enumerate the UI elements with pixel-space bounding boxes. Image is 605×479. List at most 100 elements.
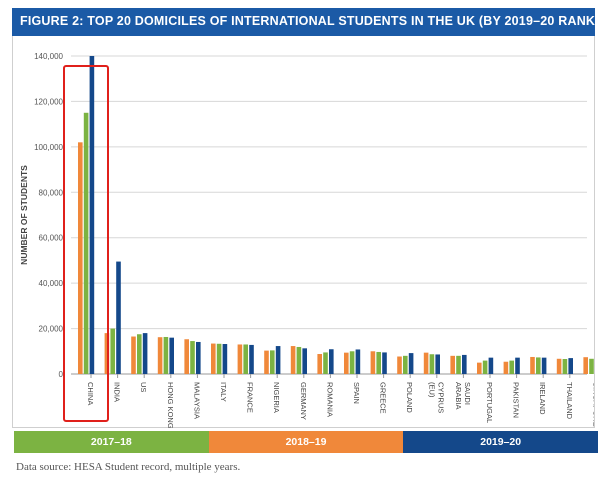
x-tick-label-group: GERMANY [299, 382, 308, 420]
x-tick-label-group: HONG KONG [166, 382, 175, 428]
y-tick-label: 140,000 [34, 52, 63, 61]
bar [370, 351, 376, 374]
x-tick-label-group: CHINA [86, 382, 95, 405]
x-tick-label-group: PAKISTAN [512, 382, 521, 418]
bar [329, 349, 334, 374]
bar [323, 352, 328, 374]
x-tick-label-group: IRELAND [538, 382, 547, 415]
x-tick-label: SAUDI [463, 382, 472, 405]
bar [184, 339, 189, 374]
bar [541, 357, 547, 374]
bar [302, 348, 307, 374]
bar [104, 333, 110, 374]
legend-item-2018-19: 2018–19 [208, 431, 404, 453]
bar [583, 357, 588, 374]
x-tick-label: FRANCE [246, 382, 255, 413]
x-tick-label: CHINA [86, 382, 95, 405]
x-tick-label-group: PORTUGAL [485, 382, 494, 423]
y-tick-label: 40,000 [39, 279, 64, 288]
x-tick-label: PAKISTAN [512, 382, 521, 418]
x-tick-label: (EU) [427, 382, 436, 398]
bar [264, 350, 269, 374]
bar [249, 344, 254, 374]
bar [216, 343, 222, 374]
x-tick-label: MALAYSIA [192, 382, 201, 419]
highlight-box [63, 65, 109, 422]
bar [408, 353, 414, 374]
bar [423, 352, 429, 374]
bar [355, 349, 361, 374]
bar [78, 142, 83, 374]
bar [142, 333, 148, 374]
bar [116, 261, 121, 374]
bar [568, 358, 573, 374]
bar [509, 360, 514, 374]
bar [397, 356, 402, 374]
y-tick-label: 120,000 [34, 97, 63, 106]
bar [462, 354, 467, 374]
bar [562, 359, 568, 374]
bar [83, 112, 89, 375]
x-tick-label-group: US [139, 382, 148, 392]
bar [270, 350, 275, 374]
x-tick-label-group: ROMANIA [325, 382, 334, 417]
bar [243, 344, 248, 374]
bar [344, 352, 349, 374]
bar [482, 360, 488, 374]
chart-title: FIGURE 2: TOP 20 DOMICILES OF INTERNATIO… [20, 14, 600, 28]
bar [290, 346, 296, 374]
x-tick-label-group: SPAIN [352, 382, 361, 404]
x-tick-label: HONG KONG [166, 382, 175, 428]
x-tick-label-group: SINGAPORE [591, 382, 594, 427]
chart-frame: 0 20,000 40,000 60,000 80,000 100,000 120,000 1… [12, 36, 595, 428]
bar [503, 361, 509, 374]
x-tick-label-group: CYPRUS(EU) [427, 382, 445, 413]
y-tick-label: 80,000 [39, 188, 64, 197]
bar [196, 341, 201, 374]
x-tick-label: SINGAPORE [591, 382, 594, 427]
x-tick-label: SPAIN [352, 382, 361, 404]
y-tick-label: 20,000 [39, 325, 64, 334]
x-tick-label: ROMANIA [325, 382, 334, 417]
bar [157, 337, 163, 374]
x-tick-label: NIGERIA [272, 382, 281, 413]
bar [403, 355, 408, 374]
bar [488, 357, 494, 374]
bar [110, 328, 115, 374]
x-tick-label: CYPRUS [436, 382, 445, 413]
x-tick-label: INDIA [113, 382, 122, 402]
legend: 2017–18 2018–19 2019–20 [14, 431, 599, 453]
bar [376, 351, 381, 374]
y-axis-label: NUMBER OF STUDENTS [19, 165, 29, 265]
x-tick-label-group: THAILAND [565, 382, 574, 420]
bar [131, 336, 136, 374]
bar [237, 344, 243, 374]
x-tick-label: GERMANY [299, 382, 308, 420]
bar-chart: 0 20,000 40,000 60,000 80,000 100,000 120,000 1… [19, 52, 594, 428]
bar [190, 341, 195, 374]
x-tick-label-group: ITALY [219, 382, 228, 402]
x-tick-label: POLAND [405, 382, 414, 413]
bar [317, 354, 322, 374]
bar [163, 336, 169, 374]
y-tick-label: 60,000 [39, 234, 64, 243]
x-tick-label: GREECE [379, 382, 388, 414]
x-tick-label: ARABIA [454, 382, 463, 410]
bar [536, 357, 541, 374]
bar [515, 357, 520, 374]
x-tick-label-group: NIGERIA [272, 382, 281, 413]
bar [556, 358, 562, 374]
x-tick-label-group: INDIA [113, 382, 122, 402]
bar [89, 56, 95, 374]
y-tick-label: 0 [59, 370, 64, 379]
bar [296, 346, 302, 374]
chart-title-bar: FIGURE 2: TOP 20 DOMICILES OF INTERNATIO… [12, 8, 599, 36]
bar [137, 334, 142, 374]
x-tick-label: IRELAND [538, 382, 547, 415]
bar [429, 354, 435, 374]
bar [211, 343, 216, 374]
x-tick-label-group: POLAND [405, 382, 414, 413]
bar [589, 358, 594, 374]
y-tick-label: 100,000 [34, 143, 63, 152]
x-tick-label: THAILAND [565, 382, 574, 420]
